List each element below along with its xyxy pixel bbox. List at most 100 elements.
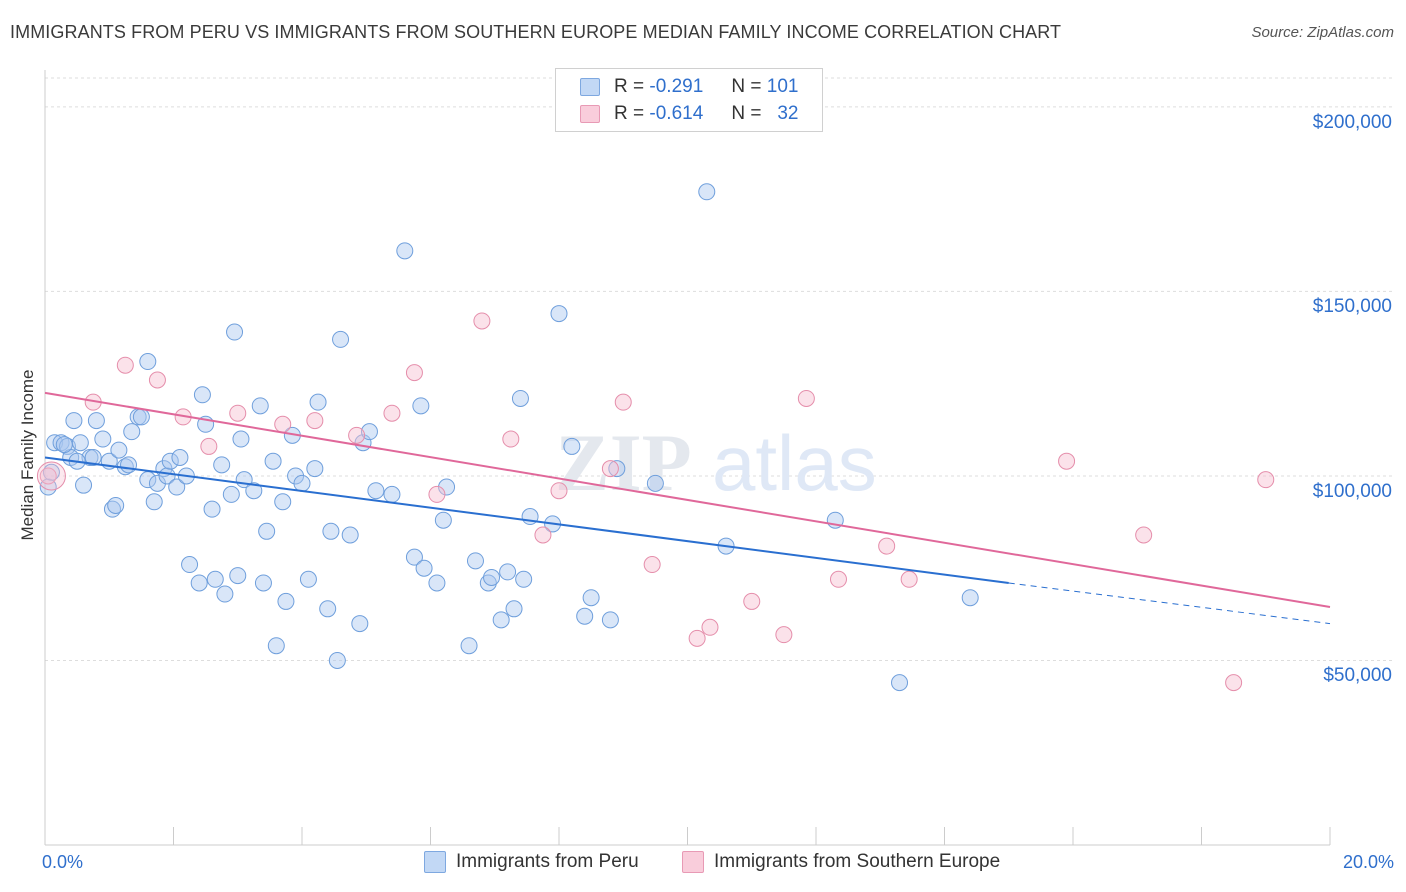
series-legend-label-seurope: Immigrants from Southern Europe — [714, 851, 1001, 872]
correlation-legend: R = -0.291 N = 101 R = -0.614 N = 32 — [555, 68, 823, 132]
peru-point-55 — [306, 460, 324, 478]
peru-point-28 — [171, 449, 189, 466]
peru-point-7 — [71, 434, 89, 452]
peru-point-30 — [181, 556, 199, 574]
seurope-point-19 — [643, 556, 661, 574]
peru-point-64 — [360, 423, 378, 441]
peru-point-27 — [168, 478, 186, 496]
peru-point-65 — [367, 482, 385, 500]
peru-point-69 — [412, 397, 430, 415]
seurope-point-15 — [534, 526, 552, 544]
peru-point-99 — [483, 568, 501, 586]
peru-point-35 — [206, 570, 224, 588]
watermark-atlas: atlas — [712, 419, 877, 507]
series-legend: Immigrants from Peru Immigrants from Sou… — [0, 851, 1406, 879]
seurope-point-11 — [405, 364, 423, 382]
grid-lines — [45, 77, 1395, 661]
peru-point-93 — [891, 674, 909, 692]
peru-point-84 — [563, 437, 581, 455]
series-legend-seurope: Immigrants from Southern Europe — [682, 851, 1000, 873]
peru-point-90 — [698, 183, 716, 201]
peru-point-94 — [961, 589, 979, 607]
peru-point-53 — [293, 474, 311, 492]
peru-point-8 — [75, 476, 93, 494]
peru-point-60 — [332, 330, 350, 348]
peru-trend-line — [44, 456, 1009, 584]
seurope-point-5 — [200, 437, 218, 455]
peru-point-75 — [466, 552, 484, 570]
seurope-point-27 — [900, 570, 918, 588]
peru-point-58 — [322, 522, 340, 540]
legend-swatch-peru — [580, 78, 600, 96]
peru-point-39 — [226, 323, 244, 341]
peru-point-86 — [582, 589, 600, 607]
peru-point-85 — [576, 607, 594, 625]
seurope-point-20 — [688, 629, 706, 647]
seurope-point-22 — [743, 592, 761, 610]
peru-point-57 — [319, 600, 337, 618]
peru-point-72 — [434, 511, 452, 529]
legend-n-peru: 101 — [766, 76, 799, 97]
peru-point-68 — [405, 548, 423, 566]
series-legend-swatch-peru — [424, 851, 446, 873]
peru-point-20 — [132, 408, 150, 426]
seurope-point-10 — [383, 404, 401, 422]
peru-point-62 — [351, 615, 369, 633]
legend-row-seurope: R = -0.614 N = 32 — [580, 102, 798, 126]
peru-point-32 — [193, 386, 211, 404]
series-seurope-points — [36, 312, 1275, 692]
peru-point-6 — [65, 412, 83, 430]
chart-title: IMMIGRANTS FROM PERU VS IMMIGRANTS FROM … — [10, 22, 1062, 42]
peru-point-16 — [110, 441, 128, 459]
legend-n-label: N = — [731, 76, 762, 97]
peru-point-11 — [87, 412, 105, 430]
peru-point-37 — [216, 585, 234, 603]
peru-point-26 — [161, 452, 179, 470]
legend-swatch-seurope — [580, 105, 600, 123]
peru-point-74 — [460, 637, 478, 655]
peru-point-100 — [120, 456, 138, 474]
peru-point-31 — [190, 574, 208, 592]
peru-point-59 — [328, 651, 346, 669]
seurope-point-7 — [274, 415, 292, 433]
x-tick-label-max: 20.0% — [1342, 852, 1394, 872]
peru-point-89 — [646, 474, 664, 492]
peru-point-36 — [213, 456, 231, 474]
y-axis-label: Median Family Income — [18, 369, 37, 541]
seurope-point-cluster — [36, 461, 66, 491]
y-tick-label-2: $150,000 — [1312, 296, 1392, 318]
peru-point-46 — [258, 522, 276, 540]
seurope-trend-line — [44, 391, 1331, 608]
peru-point-77 — [492, 611, 510, 629]
seurope-point-25 — [829, 570, 847, 588]
peru-point-54 — [299, 570, 317, 588]
seurope-point-23 — [775, 626, 793, 644]
watermark: ZIP atlas — [555, 417, 877, 508]
peru-point-88 — [608, 460, 626, 478]
peru-point-41 — [232, 430, 250, 448]
legend-row-peru: R = -0.291 N = 101 — [580, 75, 798, 99]
peru-point-49 — [274, 493, 292, 511]
peru-point-97 — [55, 436, 73, 454]
seurope-point-28 — [1058, 452, 1076, 470]
series-legend-label-peru: Immigrants from Peru — [456, 851, 639, 872]
peru-point-66 — [383, 485, 401, 503]
peru-point-70 — [415, 559, 433, 577]
legend-r-peru: -0.291 — [649, 76, 704, 97]
peru-point-56 — [309, 393, 327, 411]
peru-point-48 — [267, 637, 285, 655]
legend-r-label: R = — [614, 103, 645, 124]
peru-trend-line-extension — [1008, 582, 1331, 625]
seurope-point-31 — [1257, 471, 1275, 489]
seurope-point-13 — [473, 312, 491, 330]
peru-point-96 — [139, 353, 157, 371]
seurope-point-0 — [39, 467, 57, 485]
seurope-point-26 — [878, 537, 896, 555]
peru-point-47 — [264, 452, 282, 470]
peru-point-44 — [251, 397, 269, 415]
peru-point-61 — [341, 526, 359, 544]
legend-n-label: N = — [731, 103, 762, 124]
y-tick-label-0: $50,000 — [1323, 665, 1392, 687]
peru-point-67 — [396, 242, 414, 260]
